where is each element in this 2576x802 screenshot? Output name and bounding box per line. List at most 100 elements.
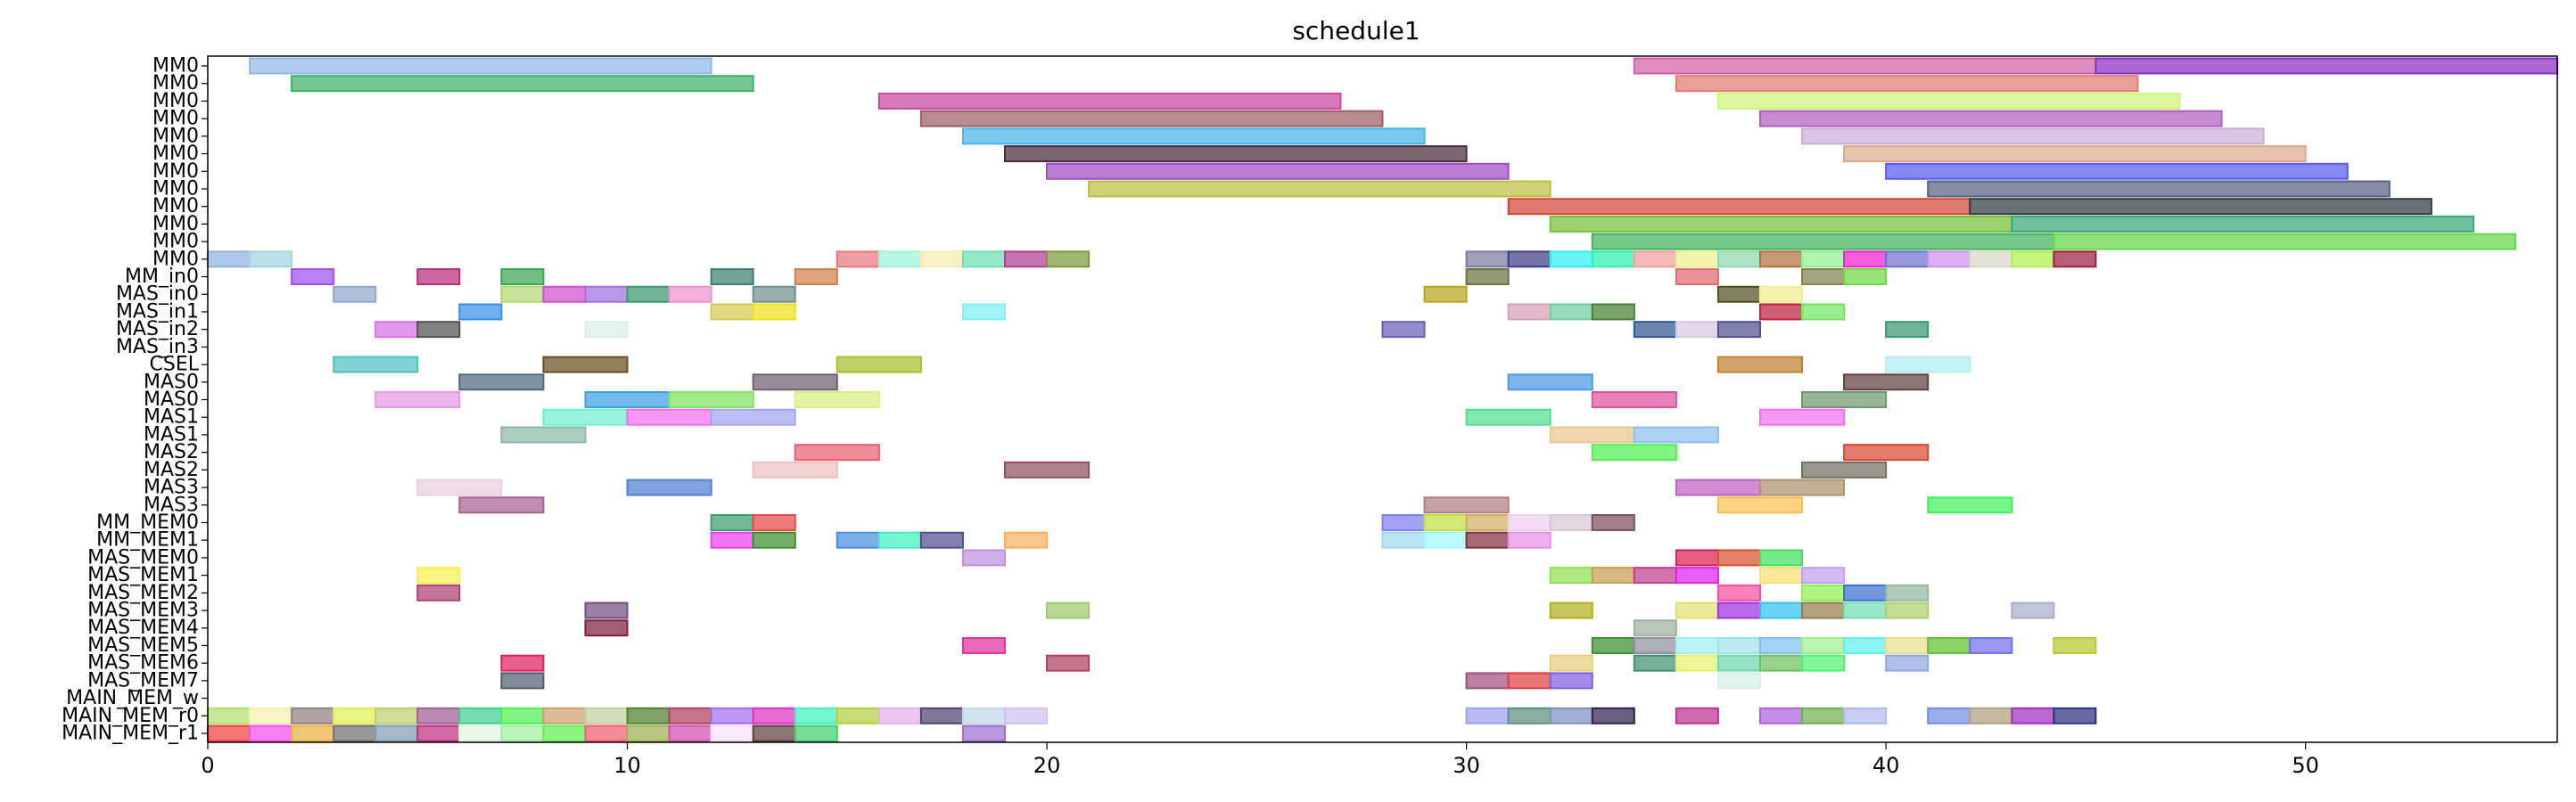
- task-bar: [1465, 268, 1510, 286]
- y-tick-label: MM0: [152, 125, 199, 147]
- task-bar: [1675, 549, 1719, 567]
- task-bar: [374, 321, 419, 339]
- task-bar: [1633, 321, 1677, 339]
- task-bar: [1843, 250, 1888, 268]
- task-bar: [961, 303, 1007, 321]
- task-bar: [1716, 496, 1804, 514]
- task-bar: [877, 92, 1342, 110]
- y-tick-label: MAS_MEM4: [87, 617, 199, 639]
- task-bar: [626, 285, 671, 303]
- task-bar: [1843, 584, 1888, 602]
- task-bar: [500, 724, 545, 742]
- task-bar: [2053, 250, 2097, 268]
- task-bar: [1633, 57, 2097, 75]
- task-bar: [710, 531, 754, 549]
- task-bar: [333, 285, 377, 303]
- task-bar: [835, 356, 922, 373]
- task-bar: [1675, 250, 1719, 268]
- task-bar: [1843, 145, 2307, 163]
- task-bar: [1591, 250, 1635, 268]
- task-bar: [1716, 285, 1761, 303]
- task-bar: [207, 707, 251, 724]
- task-bar: [961, 250, 1007, 268]
- task-bar: [1716, 636, 1761, 654]
- task-bar: [1716, 654, 1761, 672]
- task-bar: [500, 268, 545, 286]
- task-bar: [2011, 602, 2055, 619]
- task-bar: [1549, 654, 1593, 672]
- task-bar: [416, 707, 461, 724]
- task-bar: [500, 707, 545, 724]
- task-bar: [542, 285, 587, 303]
- task-bar: [1591, 391, 1677, 408]
- task-bar: [919, 707, 964, 724]
- task-bar: [1549, 602, 1593, 619]
- y-tick-label: MAS_MEM2: [87, 582, 199, 604]
- y-tick-label: MAS0: [144, 389, 199, 411]
- task-bar: [1758, 408, 1846, 426]
- task-bar: [416, 479, 503, 496]
- y-tick-label: MAS1: [144, 423, 199, 446]
- task-bar: [1591, 567, 1635, 585]
- task-bar: [1885, 356, 1971, 373]
- task-bar: [1423, 531, 1468, 549]
- task-bar: [1885, 654, 1930, 672]
- task-bar: [1843, 268, 1888, 286]
- x-tick-label: 40: [1872, 753, 1900, 778]
- task-bar: [249, 250, 293, 268]
- task-bar: [1758, 303, 1804, 321]
- task-bar: [416, 724, 461, 742]
- task-bar: [1507, 198, 1971, 216]
- task-bar: [1801, 127, 2265, 145]
- task-bar: [1801, 268, 1846, 286]
- task-bar: [1381, 531, 1426, 549]
- task-bar: [207, 250, 251, 268]
- y-tick-label: MM_MEM0: [96, 511, 199, 534]
- task-bar: [1885, 321, 1930, 339]
- task-bar: [710, 268, 754, 286]
- task-bar: [668, 285, 712, 303]
- y-tick-label: MAIN_MEM_r1: [62, 723, 199, 745]
- task-bar: [1423, 513, 1468, 531]
- y-tick-label: MM0: [152, 248, 199, 270]
- task-bar: [1549, 567, 1593, 585]
- task-bar: [584, 724, 629, 742]
- task-bar: [1549, 513, 1593, 531]
- task-bar: [961, 724, 1007, 742]
- task-bar: [1549, 672, 1593, 690]
- task-bar: [584, 602, 629, 619]
- task-bar: [1716, 250, 1761, 268]
- task-bar: [1927, 636, 1971, 654]
- task-bar: [333, 724, 377, 742]
- task-bar: [458, 373, 545, 391]
- x-tick-label: 10: [613, 753, 641, 778]
- task-bar: [1927, 496, 2013, 514]
- task-bar: [1716, 356, 1804, 373]
- task-bar: [626, 707, 671, 724]
- task-bar: [710, 303, 754, 321]
- task-bar: [1843, 707, 1888, 724]
- task-bar: [1758, 479, 1846, 496]
- task-bar: [794, 707, 838, 724]
- y-tick-label: MM0: [152, 160, 199, 183]
- task-bar: [1046, 162, 1510, 180]
- task-bar: [333, 356, 419, 373]
- task-bar: [1675, 567, 1719, 585]
- task-bar: [2053, 233, 2516, 250]
- task-bar: [1675, 479, 1761, 496]
- y-tick-label: MAS_MEM1: [87, 564, 199, 586]
- task-bar: [1885, 584, 1930, 602]
- task-bar: [1465, 250, 1510, 268]
- task-bar: [1927, 180, 2391, 198]
- y-tick-label: MM0: [152, 90, 199, 112]
- task-bar: [500, 672, 545, 690]
- task-bar: [1801, 636, 1846, 654]
- task-bar: [752, 285, 796, 303]
- task-bar: [1591, 513, 1635, 531]
- task-bar: [794, 444, 880, 462]
- task-bar: [1423, 285, 1468, 303]
- task-bar: [794, 391, 880, 408]
- task-bar: [794, 724, 838, 742]
- task-bar: [1885, 250, 1930, 268]
- y-tick-label: MM0: [152, 213, 199, 235]
